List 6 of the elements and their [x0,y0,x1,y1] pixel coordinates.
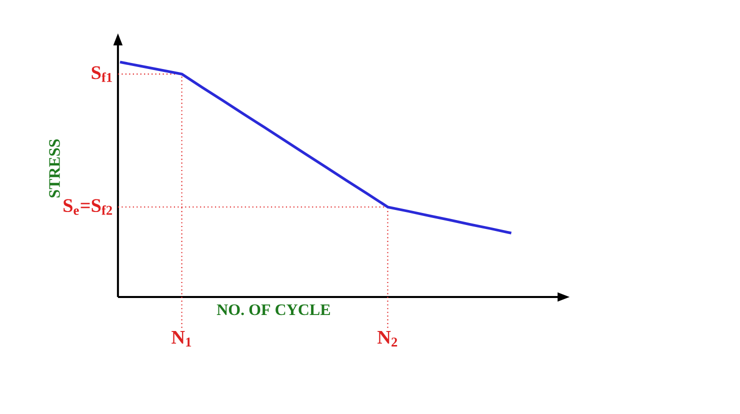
ref-line-label: S$_{e}$=S$_{f2}$ [64,199,112,215]
x-tick-label: N$_{1}$ [172,331,192,346]
x-tick-label: N$_{2}$ [377,331,398,346]
ref-line-label: S$_{f1}$ [92,66,112,82]
y-axis-title: STRESS [49,139,60,198]
x-axis-title: NO. OF CYCLE [216,304,330,316]
